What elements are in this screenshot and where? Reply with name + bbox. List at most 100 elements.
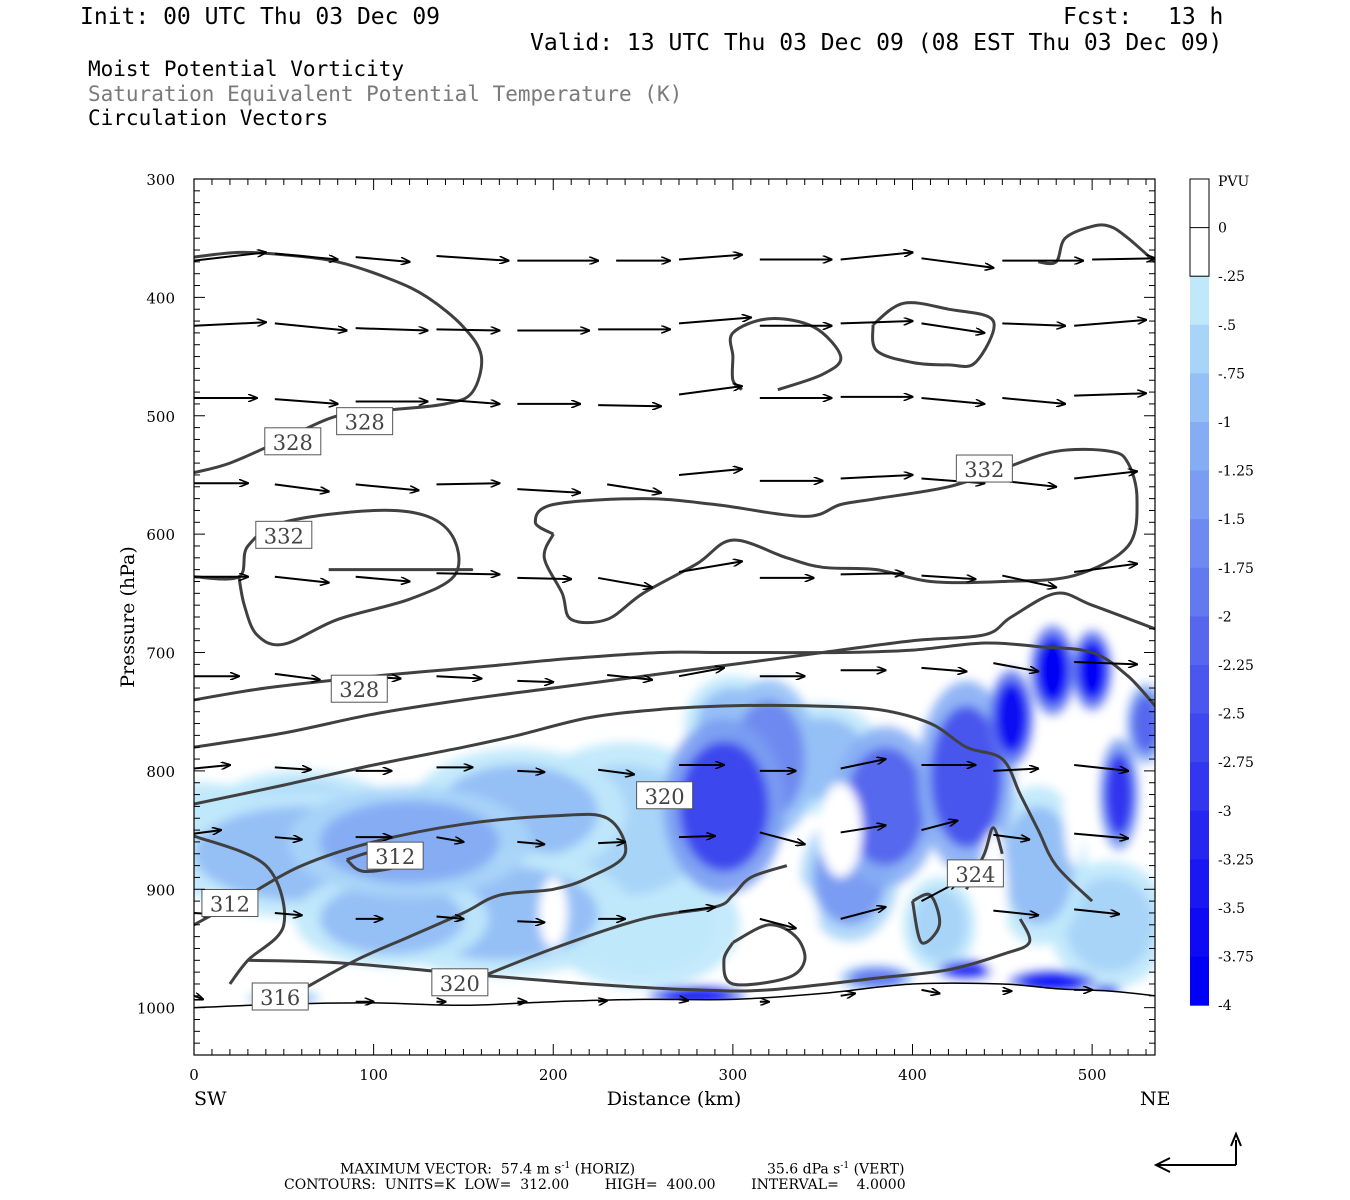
contour-label-box — [336, 407, 394, 436]
colorbar-swatch — [1190, 373, 1209, 423]
contour-label-box — [330, 674, 388, 703]
circulation-vector — [436, 676, 481, 678]
circulation-vector — [517, 681, 553, 682]
circulation-vector — [355, 575, 410, 582]
colorbar-swatch — [1190, 422, 1209, 472]
pv-blob — [1002, 806, 1075, 925]
theta-es-contour — [194, 508, 461, 647]
colorbar-swatch — [1190, 179, 1209, 229]
pv-blob — [1065, 877, 1155, 973]
circulation-vector — [436, 573, 499, 574]
circulation-vector — [274, 575, 329, 583]
below-ground-mask — [194, 983, 1155, 1055]
circulation-vector — [993, 769, 1038, 771]
circulation-vector — [355, 483, 419, 490]
circulation-vector — [1074, 393, 1146, 395]
circulation-vector — [517, 921, 544, 922]
circulation-vector — [517, 578, 571, 579]
circulation-vector — [678, 318, 751, 325]
contour-label-box — [431, 968, 489, 997]
circulation-vector — [840, 475, 913, 480]
circulation-vector — [598, 768, 634, 775]
theta-es-contour — [533, 447, 1139, 625]
pv-shading — [194, 625, 1155, 1055]
contour-label: 316 — [251, 982, 309, 1011]
pv-blob — [678, 741, 769, 872]
y-tick-label: 800 — [146, 763, 175, 781]
contours-info-line: CONTOURS: UNITS=K LOW= 312.00 HIGH= 400.… — [284, 1177, 906, 1193]
circulation-vector — [840, 993, 855, 995]
circulation-vector — [436, 483, 499, 484]
circulation-vector — [274, 252, 338, 260]
circulation-vector — [678, 836, 715, 837]
reference-vector-icon — [1153, 1131, 1242, 1173]
contour-label-text: 328 — [339, 678, 379, 702]
colorbar-tick-label: 0 — [1218, 221, 1227, 237]
circulation-vector — [194, 322, 266, 327]
pv-blob — [995, 682, 1028, 754]
colorbar-unit: PVU — [1218, 174, 1250, 190]
theta-es-contour — [194, 834, 286, 985]
colorbar-tick-label: -2.5 — [1218, 707, 1245, 723]
circulation-vector — [194, 996, 203, 1000]
circulation-vector — [840, 907, 886, 920]
circulation-vector — [194, 765, 230, 769]
circulation-vector — [598, 1001, 607, 1002]
circulation-vector — [1092, 258, 1155, 259]
circulation-vector — [1002, 397, 1065, 404]
contour-labels: 328 328 332 332 328 320 312 312 324 320 316 — [201, 407, 1013, 1011]
colorbar-swatch — [1190, 908, 1209, 958]
circulation-vector — [355, 256, 410, 262]
contour-label: 324 — [946, 859, 1004, 888]
contour-label: 328 — [330, 674, 388, 703]
pv-gap — [1063, 747, 1085, 866]
contour-label-box — [955, 454, 1013, 483]
circulation-vector — [1074, 320, 1146, 327]
horiz-unit: m s — [536, 1161, 562, 1178]
colorbar-tick-label: -1.75 — [1218, 561, 1254, 577]
pv-blob — [1020, 973, 1085, 990]
circulation-vector — [1074, 832, 1128, 839]
theta-es-contour — [871, 301, 996, 368]
circulation-vector — [840, 759, 886, 770]
circulation-vector — [598, 405, 661, 406]
circulation-vector — [678, 469, 742, 476]
colorbar-tick-label: -1.5 — [1218, 512, 1245, 528]
vert-tag: (VERT) — [853, 1161, 905, 1178]
colorbar-tick-label: -2.25 — [1218, 658, 1254, 674]
circulation-vector — [993, 662, 1038, 671]
colorbar-swatch — [1190, 519, 1209, 569]
field-title-mpv: Moist Potential Vorticity — [88, 57, 405, 81]
contour-label-box — [255, 520, 313, 549]
circulation-vector — [274, 913, 302, 915]
y-tick-label: 300 — [146, 171, 175, 189]
colorbar-swatch — [1190, 227, 1209, 277]
vert-max-value: 35.6 — [767, 1161, 799, 1178]
circulation-vector — [517, 771, 544, 772]
circulation-vector — [759, 831, 805, 844]
pv-gap — [538, 877, 568, 949]
contour-label-text: 316 — [260, 986, 300, 1010]
colorbar-swatch — [1190, 956, 1209, 1006]
x-tick-label: 0 — [189, 1066, 199, 1084]
circulation-vector — [678, 255, 742, 261]
y-axis-label: Pressure (hPa) — [117, 546, 139, 688]
theta-es-contour — [194, 250, 484, 475]
contour-label: 328 — [336, 407, 394, 436]
colorbar-tick-label: -2.75 — [1218, 755, 1254, 771]
y-tick-label: 1000 — [137, 1000, 175, 1018]
forecast-hour: 13 h — [1168, 4, 1224, 30]
contour-label-text: 328 — [273, 431, 313, 455]
pv-blob — [1036, 637, 1069, 704]
contour-label: 332 — [955, 454, 1013, 483]
contour-label: 312 — [366, 841, 424, 870]
theta-es-contour — [247, 918, 1032, 993]
contour-label: 332 — [255, 520, 313, 549]
circulation-vector — [993, 833, 1029, 840]
circulation-vector — [598, 842, 625, 843]
theta-es-contour — [194, 812, 628, 992]
contour-label-box — [251, 982, 309, 1011]
circulation-vector — [607, 674, 652, 680]
circulation-vector — [274, 398, 338, 404]
contour-label-box — [636, 781, 694, 810]
